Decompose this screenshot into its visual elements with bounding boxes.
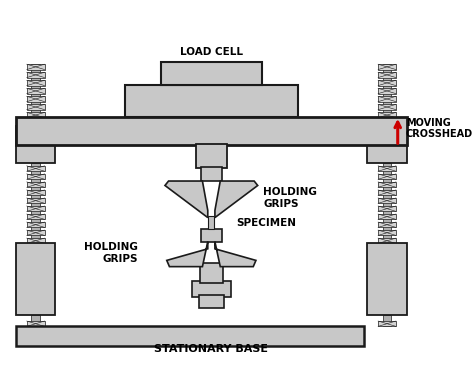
Bar xyxy=(27,64,45,70)
Bar xyxy=(27,214,45,219)
Bar xyxy=(378,64,396,70)
Bar xyxy=(125,85,298,117)
Bar xyxy=(27,96,45,102)
Bar xyxy=(200,263,223,283)
Bar xyxy=(378,222,396,227)
Polygon shape xyxy=(165,181,208,218)
Bar xyxy=(367,243,407,315)
Bar xyxy=(378,190,396,195)
Bar xyxy=(378,182,396,187)
Bar xyxy=(161,61,262,85)
Text: LOAD CELL: LOAD CELL xyxy=(180,47,243,57)
Bar xyxy=(27,206,45,211)
Bar xyxy=(378,166,396,171)
Bar xyxy=(16,243,55,315)
Bar xyxy=(27,72,45,78)
Bar xyxy=(378,104,396,110)
Bar xyxy=(16,117,407,146)
Bar xyxy=(27,238,45,243)
Bar xyxy=(191,281,231,297)
Text: HOLDING
GRIPS: HOLDING GRIPS xyxy=(84,243,138,264)
Bar xyxy=(201,167,222,181)
Bar xyxy=(27,222,45,227)
Bar xyxy=(27,104,45,110)
Bar xyxy=(378,321,396,326)
Bar xyxy=(27,182,45,187)
Text: HOLDING
GRIPS: HOLDING GRIPS xyxy=(263,187,317,209)
Bar xyxy=(27,174,45,179)
Bar xyxy=(27,198,45,203)
Bar xyxy=(378,121,396,126)
Bar xyxy=(31,64,40,126)
Text: SPECIMEN: SPECIMEN xyxy=(237,218,296,228)
Bar xyxy=(27,190,45,195)
Bar xyxy=(378,72,396,78)
Bar xyxy=(31,315,40,326)
Bar xyxy=(27,166,45,171)
Bar xyxy=(201,229,222,242)
Bar xyxy=(31,163,40,243)
Bar xyxy=(378,230,396,235)
Bar xyxy=(199,295,224,308)
Bar xyxy=(378,174,396,179)
Bar xyxy=(378,214,396,219)
Bar xyxy=(16,326,364,346)
Bar xyxy=(367,126,407,163)
Bar xyxy=(27,88,45,94)
Polygon shape xyxy=(215,242,256,267)
Bar xyxy=(27,321,45,326)
Bar xyxy=(27,112,45,118)
Bar xyxy=(378,198,396,203)
Polygon shape xyxy=(167,242,208,267)
Polygon shape xyxy=(215,181,258,218)
Text: STATIONARY BASE: STATIONARY BASE xyxy=(155,344,268,354)
Text: MOVING
CROSSHEAD: MOVING CROSSHEAD xyxy=(406,117,473,139)
Bar xyxy=(16,126,55,163)
Bar xyxy=(383,163,392,243)
Bar xyxy=(378,96,396,102)
Bar xyxy=(27,80,45,86)
Bar xyxy=(383,315,392,326)
Bar xyxy=(208,216,214,229)
Bar xyxy=(378,80,396,86)
Bar xyxy=(27,121,45,126)
Bar xyxy=(383,64,392,126)
Bar xyxy=(378,206,396,211)
Bar xyxy=(378,112,396,118)
Bar xyxy=(378,88,396,94)
Bar xyxy=(378,238,396,243)
Bar xyxy=(196,144,227,168)
Bar xyxy=(27,230,45,235)
